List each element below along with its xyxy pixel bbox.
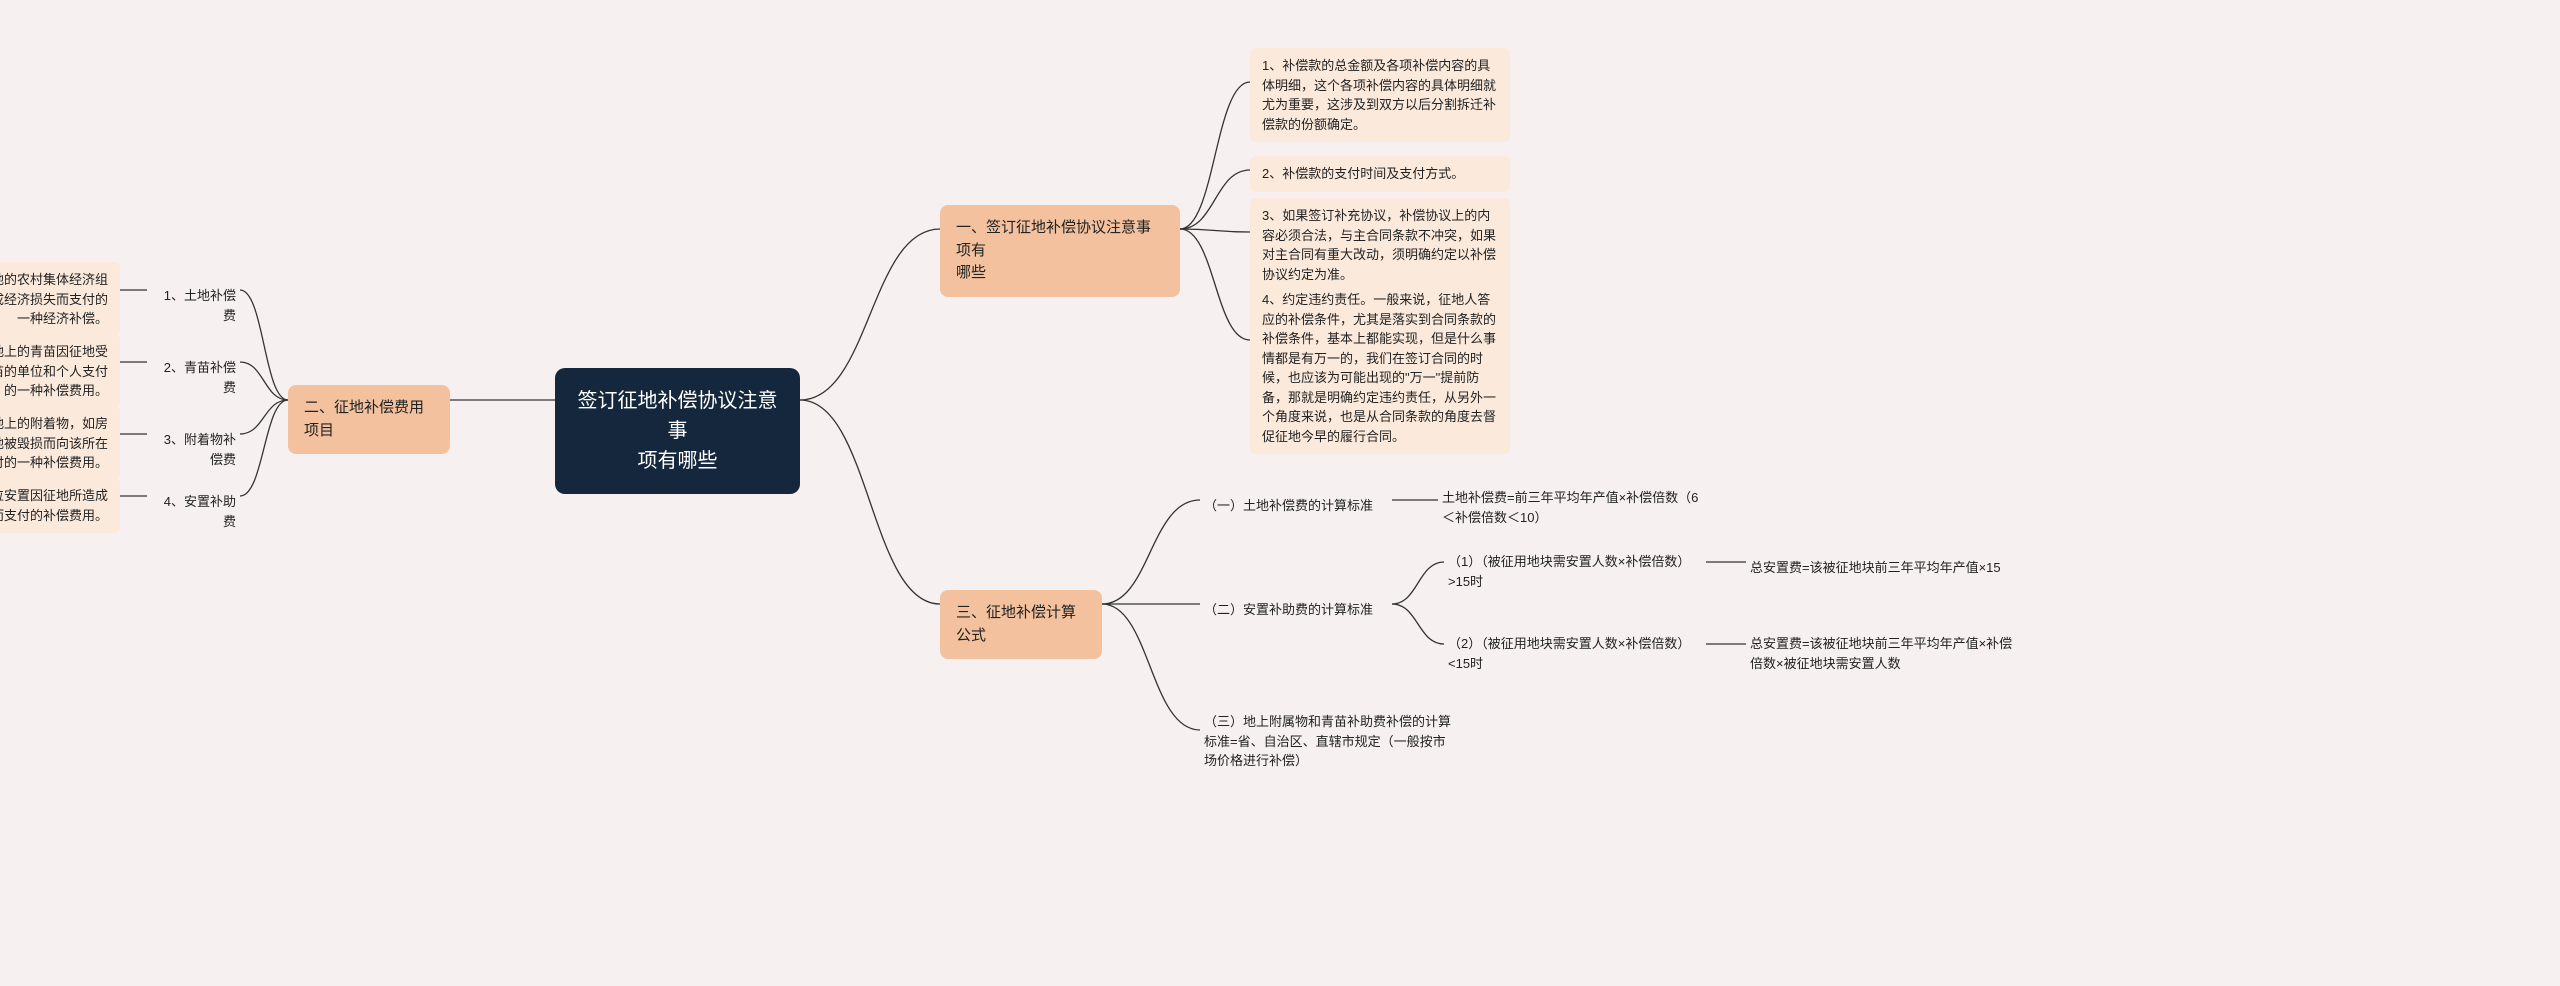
- branch-1: 一、签订征地补偿协议注意事项有哪些: [940, 205, 1180, 297]
- branch-2-item-1-desc: 用地单位依法对被征地的农村集体经济组织因其土地被征用造成经济损失而支付的一种经济…: [0, 262, 120, 337]
- center-topic: 签订征地补偿协议注意事项有哪些: [555, 368, 800, 494]
- branch-2-item-4-label: 4、安置补助费: [147, 486, 240, 537]
- branch-2-item-3-label: 3、附着物补偿费: [147, 424, 240, 475]
- branch-3-s3-label: （三）地上附属物和青苗补助费补偿的计算标准=省、自治区、直辖市规定（一般按市场价…: [1200, 706, 1460, 777]
- branch-1-item-1: 1、补偿款的总金额及各项补偿内容的具体明细，这个各项补偿内容的具体明细就尤为重要…: [1250, 48, 1510, 142]
- branch-2-item-4-desc: 用地单位对被征地单位安置因征地所造成的富余劳动力而支付的补偿费用。: [0, 478, 120, 533]
- branch-3-s2-c2-cond: （2）（被征用地块需安置人数×补偿倍数）<15时: [1444, 628, 1706, 679]
- branch-3-s2-c1-res: 总安置费=该被征地块前三年平均年产值×15: [1746, 552, 2026, 584]
- branch-2-item-2-label: 2、青苗补偿费: [147, 352, 240, 403]
- branch-1-item-3: 3、如果签订补充协议，补偿协议上的内容必须合法，与主合同条款不冲突，如果对主合同…: [1250, 198, 1510, 292]
- branch-3-s2-c1-cond: （1）（被征用地块需安置人数×补偿倍数）>15时: [1444, 546, 1706, 597]
- branch-1-item-2: 2、补偿款的支付时间及支付方式。: [1250, 156, 1510, 192]
- branch-2-item-1-label: 1、土地补偿费: [147, 280, 240, 331]
- branch-3-s2-c2-res: 总安置费=该被征地块前三年平均年产值×补偿倍数×被征地块需安置人数: [1746, 628, 2026, 679]
- branch-3-title: 三、征地补偿计算公式: [956, 604, 1076, 644]
- branch-2: 二、征地补偿费用项目: [288, 385, 450, 454]
- branch-1-title: 一、签订征地补偿协议注意事项有哪些: [956, 219, 1151, 281]
- branch-1-item-4: 4、约定违约责任。一般来说，征地人答应的补偿条件，尤其是落实到合同条款的补偿条件…: [1250, 282, 1510, 454]
- branch-2-item-3-desc: 用地单位对被征用土地上的附着物，如房屋、其它设施，因征地被毁损而向该所在人支付的…: [0, 406, 120, 481]
- branch-3-s1-label: （一）土地补偿费的计算标准: [1200, 490, 1392, 522]
- center-topic-text: 签订征地补偿协议注意事项有哪些: [578, 390, 778, 472]
- branch-3-s1-formula: 土地补偿费=前三年平均年产值×补偿倍数（6＜补偿倍数＜10）: [1438, 482, 1708, 533]
- branch-2-item-2-desc: 用地单位对被征用土地上的青苗因征地受到毁损，向种植该青苗的单位和个人支付的一种补…: [0, 334, 120, 409]
- branch-3-s2-label: （二）安置补助费的计算标准: [1200, 594, 1392, 626]
- branch-3: 三、征地补偿计算公式: [940, 590, 1102, 659]
- branch-2-title: 二、征地补偿费用项目: [304, 399, 424, 439]
